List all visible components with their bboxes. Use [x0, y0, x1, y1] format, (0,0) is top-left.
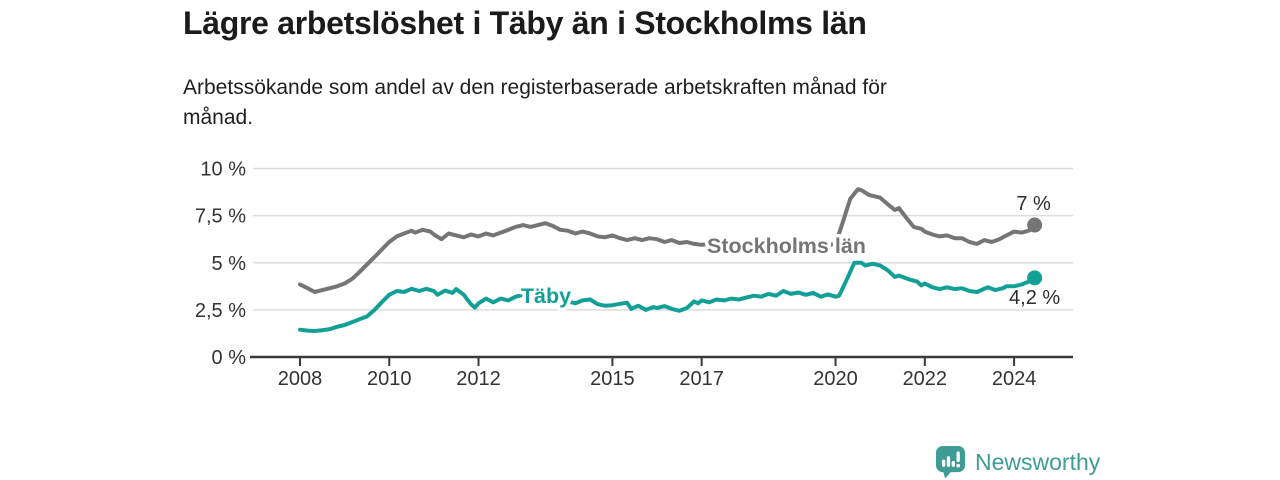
y-tick-label: 5 % — [212, 253, 247, 275]
series-end-value-stockholms-l-n: 7 % — [1016, 193, 1051, 215]
series-end-dot-t-by — [1027, 270, 1043, 286]
series-end-dot-stockholms-l-n — [1027, 217, 1043, 233]
y-tick-label: 10 % — [200, 159, 246, 181]
y-tick-label: 2,5 % — [195, 300, 246, 322]
series-label-t-by: Täby — [521, 284, 571, 308]
series-line-t-by — [298, 260, 1037, 333]
series-end-value-t-by: 4,2 % — [1009, 287, 1060, 309]
chart-subtitle: Arbetssökande som andel av den registerb… — [183, 76, 887, 129]
y-tick-label: 0 % — [212, 347, 247, 369]
series-label-stockholms-l-n: Stockholms län — [707, 234, 866, 258]
newsworthy-speech-bubble-bar-chart-icon — [935, 446, 966, 479]
chart-title: Lägre arbetslöshet i Täby än i Stockholm… — [183, 5, 867, 41]
x-tick-label: 2017 — [679, 368, 724, 390]
x-tick-label: 2020 — [813, 368, 858, 390]
series-line-stockholms-l-n — [298, 187, 1037, 294]
x-tick-label: 2010 — [367, 368, 412, 390]
y-tick-label: 7,5 % — [195, 206, 246, 228]
x-tick-label: 2022 — [903, 368, 948, 390]
x-tick-label: 2024 — [992, 368, 1037, 390]
x-tick-label: 2012 — [456, 368, 501, 390]
x-tick-label: 2008 — [278, 368, 323, 390]
x-tick-label: 2015 — [590, 368, 635, 390]
newsworthy-logo: Newsworthy — [935, 445, 1100, 479]
newsworthy-wordmark: Newsworthy — [975, 449, 1101, 475]
